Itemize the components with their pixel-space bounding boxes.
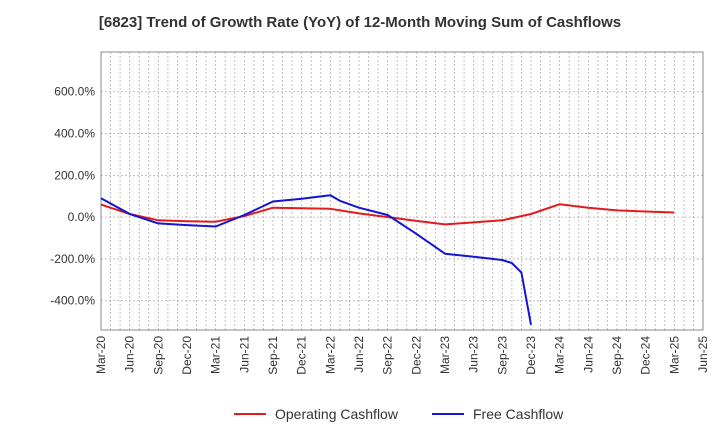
- x-tick-label: Sep-23: [495, 336, 509, 375]
- x-tick-label: Dec-24: [639, 336, 653, 375]
- series-line: [100, 203, 675, 226]
- x-tick-label: Dec-20: [180, 336, 194, 375]
- x-tick-label: Mar-20: [94, 336, 108, 374]
- y-tick-label: 400.0%: [54, 127, 95, 141]
- y-tick-label: -200.0%: [50, 252, 95, 266]
- grid-layer: [101, 52, 703, 330]
- y-axis-ticks: 600.0% 400.0% 200.0% 0.0% -200.0% -400.0%: [50, 85, 95, 308]
- legend-label: Operating Cashflow: [275, 406, 399, 422]
- plot-frame: [100, 51, 704, 331]
- series-line: [100, 194, 532, 325]
- y-tick-label: 600.0%: [54, 85, 95, 99]
- legend-label: Free Cashflow: [473, 406, 564, 422]
- x-tick-label: Sep-20: [151, 336, 165, 375]
- x-tick-label: Sep-21: [266, 336, 280, 375]
- x-tick-label: Mar-22: [323, 336, 337, 374]
- legend: Operating Cashflow Free Cashflow: [234, 406, 564, 422]
- x-tick-label: Jun-25: [696, 336, 710, 373]
- x-tick-label: Jun-21: [237, 336, 251, 373]
- x-tick-label: Sep-22: [381, 336, 395, 375]
- x-tick-label: Dec-23: [524, 336, 538, 375]
- x-tick-label: Jun-23: [467, 336, 481, 373]
- series-layer: [100, 194, 675, 325]
- x-tick-label: Mar-23: [438, 336, 452, 374]
- x-tick-label: Sep-24: [610, 336, 624, 375]
- x-axis-ticks: Mar-20 Jun-20 Sep-20 Dec-20 Mar-21 Jun-21 Sep-…: [94, 336, 710, 375]
- x-tick-label: Jun-22: [352, 336, 366, 373]
- x-tick-label: Dec-22: [409, 336, 423, 375]
- x-tick-label: Mar-25: [667, 336, 681, 374]
- y-tick-label: -400.0%: [50, 294, 95, 308]
- chart-title: [6823] Trend of Growth Rate (YoY) of 12-…: [98, 14, 622, 31]
- x-tick-label: Mar-21: [209, 336, 223, 374]
- x-tick-label: Dec-21: [295, 336, 309, 375]
- x-tick-label: Jun-20: [123, 336, 137, 373]
- x-tick-label: Mar-24: [553, 336, 567, 374]
- x-tick-label: Jun-24: [581, 336, 595, 373]
- y-tick-label: 0.0%: [68, 210, 96, 224]
- y-tick-label: 200.0%: [54, 168, 95, 182]
